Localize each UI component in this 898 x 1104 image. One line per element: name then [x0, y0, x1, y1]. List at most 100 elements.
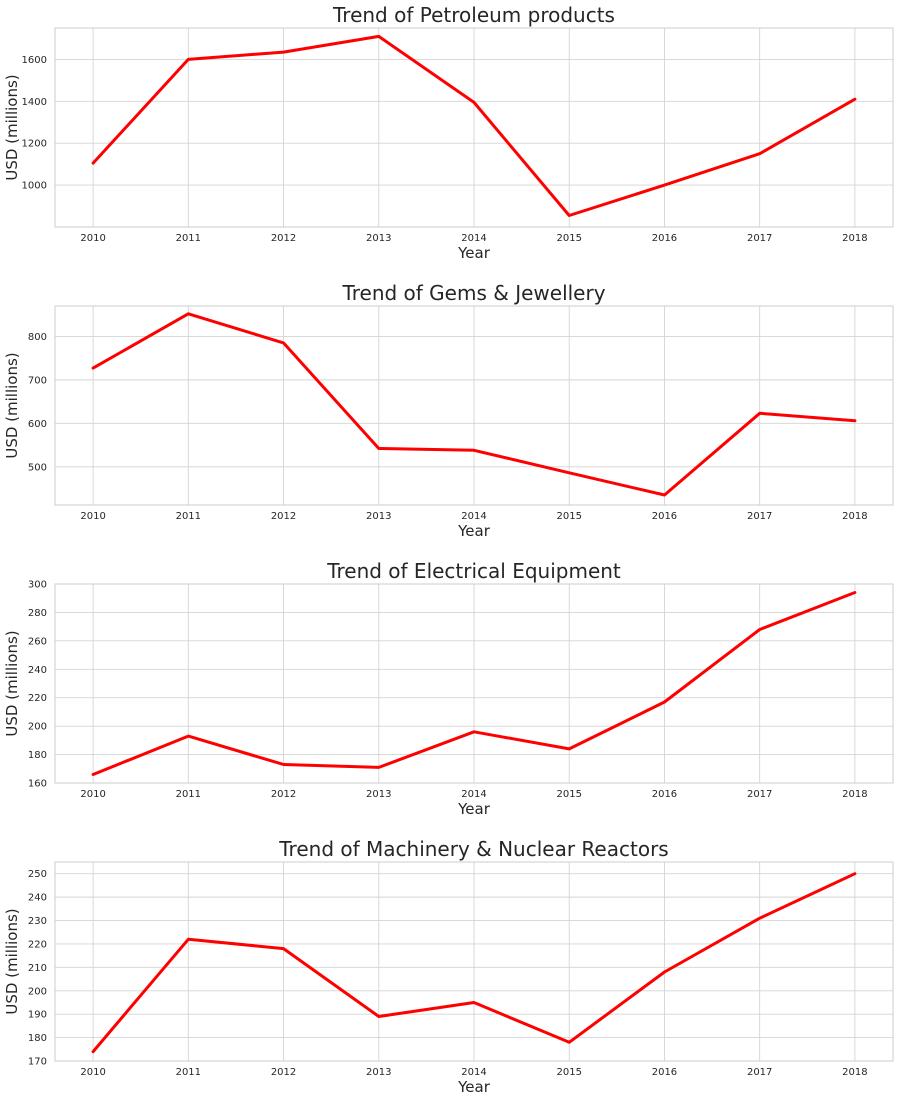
data-point: [853, 591, 857, 595]
series-line: [91, 591, 857, 776]
y-tick-label: 1400: [22, 97, 47, 108]
line-chart-2: 2010 2011 2012 2013 2014 2015 2016 2017 2018 500 6…: [3, 281, 894, 540]
data-point: [472, 448, 476, 452]
data-point: [91, 772, 95, 776]
y-tick-label: 210: [28, 963, 47, 974]
y-tick-label: 200: [28, 986, 47, 997]
chart-title: Trend of Electrical Equipment: [326, 559, 621, 583]
data-point: [758, 152, 762, 156]
x-tick-label: 2013: [366, 789, 391, 800]
x-axis-label: Year: [457, 244, 491, 262]
y-axis-label: USD (millions): [3, 908, 21, 1014]
x-tick-label: 2015: [557, 1067, 582, 1078]
x-tick-label: 2010: [80, 1067, 105, 1078]
x-tick-label: 2012: [271, 233, 296, 244]
data-point: [377, 34, 381, 38]
data-point: [186, 57, 190, 61]
x-tick-label: 2016: [652, 789, 677, 800]
y-tick-label: 300: [28, 580, 47, 591]
x-tick-label: 2012: [271, 1067, 296, 1078]
x-tick-label: 2018: [842, 511, 867, 522]
data-point: [853, 97, 857, 101]
x-axis-label: Year: [457, 800, 491, 818]
series-line: [91, 872, 857, 1054]
x-tick-label: 2011: [176, 511, 201, 522]
y-tick-label: 600: [28, 419, 47, 430]
x-tick-label: 2015: [557, 233, 582, 244]
data-point: [472, 100, 476, 104]
x-tick-label: 2016: [652, 233, 677, 244]
x-tick-label: 2010: [80, 233, 105, 244]
y-tick-label: 240: [28, 893, 47, 904]
x-tick-label: 2018: [842, 789, 867, 800]
y-axis-label: USD (millions): [3, 74, 21, 180]
data-point: [662, 700, 666, 704]
data-point: [758, 916, 762, 920]
y-tick-label: 800: [28, 332, 47, 343]
data-point: [377, 1015, 381, 1019]
x-tick-label: 2017: [747, 233, 772, 244]
plot-frame: [54, 861, 894, 1062]
data-point: [567, 213, 571, 217]
x-tick-label: 2016: [652, 1067, 677, 1078]
line-chart-4: 2010 2011 2012 2013 2014 2015 2016 2017 2018 170 1…: [3, 837, 894, 1096]
line-chart-3: 2010 2011 2012 2013 2014 2015 2016 2017 2018 160 1…: [3, 559, 894, 818]
line-chart-1: 2010 2011 2012 2013 2014 2015 2016 2017 2018 1000…: [3, 3, 894, 262]
y-tick-label: 220: [28, 939, 47, 950]
y-tick-label: 200: [28, 722, 47, 733]
data-point: [186, 937, 190, 941]
y-tick-label: 250: [28, 869, 47, 880]
y-tick-label: 700: [28, 375, 47, 386]
data-point: [282, 50, 286, 54]
x-tick-label: 2014: [461, 1067, 486, 1078]
data-point: [758, 411, 762, 415]
y-tick-label: 220: [28, 693, 47, 704]
y-tick-label: 230: [28, 916, 47, 927]
y-tick-label: 180: [28, 1033, 47, 1044]
plot-frame: [54, 583, 894, 784]
y-tick-label: 280: [28, 608, 47, 619]
y-tick-label: 170: [28, 1057, 47, 1068]
y-tick-label: 240: [28, 665, 47, 676]
data-point: [282, 341, 286, 345]
y-axis-label: USD (millions): [3, 630, 21, 736]
data-point: [472, 730, 476, 734]
data-point: [91, 366, 95, 370]
data-point: [853, 419, 857, 423]
data-point: [472, 1000, 476, 1004]
plot-frame: [54, 27, 894, 228]
y-tick-label: 180: [28, 750, 47, 761]
data-point: [377, 447, 381, 451]
y-tick-label: 1600: [22, 55, 47, 66]
y-axis-label: USD (millions): [3, 352, 21, 458]
chart-title: Trend of Machinery & Nuclear Reactors: [278, 837, 668, 861]
y-tick-label: 190: [28, 1010, 47, 1021]
data-point: [853, 872, 857, 876]
x-tick-label: 2011: [176, 789, 201, 800]
y-tick-label: 500: [28, 462, 47, 473]
x-tick-label: 2011: [176, 1067, 201, 1078]
x-tick-label: 2014: [461, 789, 486, 800]
data-point: [567, 747, 571, 751]
data-point: [567, 1040, 571, 1044]
data-point: [282, 947, 286, 951]
data-point: [186, 312, 190, 316]
x-tick-label: 2016: [652, 511, 677, 522]
y-tick-label: 1000: [22, 181, 47, 192]
y-tick-label: 160: [28, 779, 47, 790]
x-tick-label: 2018: [842, 233, 867, 244]
y-tick-label: 1200: [22, 139, 47, 150]
data-point: [662, 970, 666, 974]
x-tick-label: 2011: [176, 233, 201, 244]
data-point: [377, 765, 381, 769]
x-tick-label: 2010: [80, 511, 105, 522]
x-tick-label: 2012: [271, 511, 296, 522]
data-point: [662, 183, 666, 187]
series-line: [91, 34, 857, 217]
plot-frame: [54, 305, 894, 506]
x-tick-label: 2018: [842, 1067, 867, 1078]
data-point: [282, 763, 286, 767]
data-point: [91, 1050, 95, 1054]
x-axis-label: Year: [457, 522, 491, 540]
